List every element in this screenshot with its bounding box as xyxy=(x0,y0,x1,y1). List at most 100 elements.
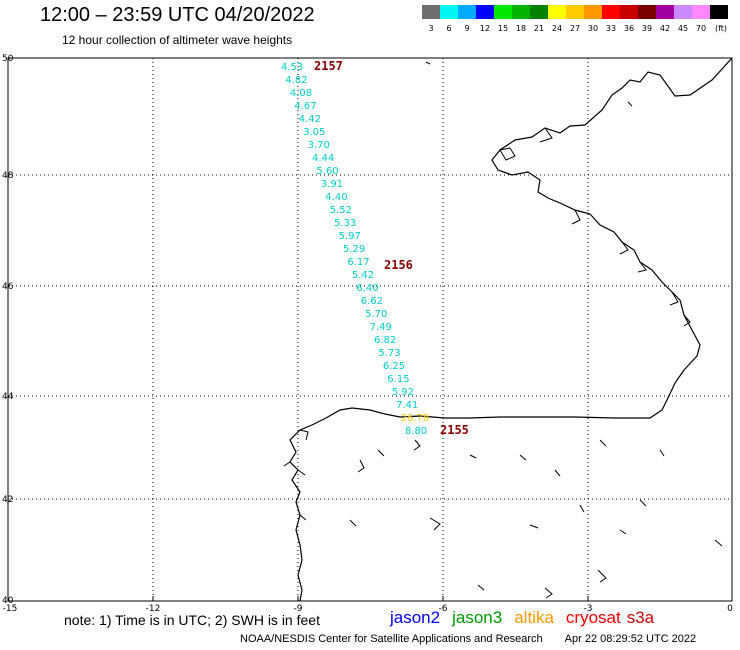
coast-details xyxy=(425,61,691,327)
wave-height-label: 7.41 xyxy=(396,400,418,411)
color-scale-label: 21 xyxy=(534,24,544,33)
mission-legend: jason2 jason3 altika cryosat s3a xyxy=(390,608,666,628)
mission-jason2: jason2 xyxy=(390,608,441,627)
page-subtitle: 12 hour collection of altimeter wave hei… xyxy=(62,33,293,47)
wave-height-label: 4.67 xyxy=(294,101,316,112)
color-scale-swatch xyxy=(494,5,512,19)
lat-label: 46 xyxy=(2,282,14,292)
color-scale-swatch xyxy=(692,5,710,19)
color-scale-swatch xyxy=(710,5,728,19)
wave-height-label: 5.92 xyxy=(392,387,414,398)
lon-label: -9 xyxy=(294,604,303,614)
footer: NOAA/NESDIS Center for Satellite Applica… xyxy=(240,633,718,645)
color-scale-swatch xyxy=(422,5,440,19)
wave-height-label: 5.70 xyxy=(365,309,387,320)
lat-label: 42 xyxy=(2,495,13,505)
lon-label: -6 xyxy=(439,604,448,614)
color-scale-swatch xyxy=(566,5,584,19)
wave-height-label: 6.40 xyxy=(356,283,378,294)
color-scale-legend: 3 6 9 12 15 18 21 24 27 30 33 36 39 42 45 70 (ft) xyxy=(422,5,728,33)
wave-height-label: 7.49 xyxy=(370,322,392,333)
lat-label: 48 xyxy=(2,171,14,181)
longitude-labels: -15 -12 -9 -6 -3 0 xyxy=(3,604,733,614)
color-scale-label: 33 xyxy=(606,24,616,33)
color-scale-swatch xyxy=(440,5,458,19)
color-scale-swatch xyxy=(674,5,692,19)
color-scale-label: 39 xyxy=(642,24,652,33)
time-labels: 2157 2156 2155 xyxy=(314,59,469,437)
footer-timestamp: Apr 22 08:29:52 UTC 2022 xyxy=(564,633,697,645)
wave-height-label: 5.33 xyxy=(334,218,356,229)
wave-height-label: 6.25 xyxy=(383,361,405,372)
inland-features xyxy=(349,439,723,599)
lat-label: 50 xyxy=(2,54,14,64)
wave-height-label: 6.62 xyxy=(361,296,383,307)
lon-label: -3 xyxy=(584,604,593,614)
mission-s3a: s3a xyxy=(626,608,655,627)
mission-cryosat: cryosat xyxy=(565,608,621,627)
wave-height-label: 4.42 xyxy=(299,114,321,125)
color-scale-label: 30 xyxy=(588,24,598,33)
color-scale-label: 12 xyxy=(480,24,490,33)
axis-ticks xyxy=(7,596,733,601)
lon-label: -12 xyxy=(146,604,161,614)
wave-height-label: 5.42 xyxy=(352,270,374,281)
color-scale-swatch xyxy=(584,5,602,19)
wave-height-label: 5.60 xyxy=(316,166,338,177)
lat-label: 40 xyxy=(2,596,14,606)
wave-height-label: 4.82 xyxy=(285,75,307,86)
wave-height-label: 5.73 xyxy=(378,348,400,359)
lat-label: 44 xyxy=(2,392,14,402)
lon-label: 0 xyxy=(727,604,733,614)
time-label: 2155 xyxy=(440,423,469,437)
wave-height-label: 6.17 xyxy=(347,257,369,268)
wave-height-track: 4.53 4.82 4.08 4.67 4.42 3.05 3.70 4.44 5.60 3.91… xyxy=(281,62,429,437)
color-scale-swatch xyxy=(530,5,548,19)
color-scale-label: 18 xyxy=(516,24,526,33)
footer-org: NOAA/NESDIS Center for Satellite Applica… xyxy=(240,633,543,645)
wave-height-label: 5.29 xyxy=(343,244,365,255)
color-scale-label: 45 xyxy=(678,24,688,33)
color-scale-label: 24 xyxy=(552,24,562,33)
color-scale-label: 15 xyxy=(498,24,508,33)
wave-height-label: 3.70 xyxy=(308,140,330,151)
spain-details xyxy=(283,429,309,521)
wave-height-label: 26.78 xyxy=(401,413,430,424)
wave-height-label: 5.52 xyxy=(330,205,352,216)
color-scale-label: 9 xyxy=(464,24,469,33)
wave-height-label: 3.05 xyxy=(303,127,325,138)
color-scale-label: 3 xyxy=(428,24,433,33)
wave-height-label: 3.91 xyxy=(321,179,343,190)
wave-height-label: 6.15 xyxy=(387,374,409,385)
wave-height-label: 4.44 xyxy=(312,153,334,164)
map-frame xyxy=(7,57,733,602)
color-scale-swatch xyxy=(656,5,674,19)
time-label: 2157 xyxy=(314,59,343,73)
wave-height-label: 5.97 xyxy=(339,231,361,242)
color-scale-label: 36 xyxy=(624,24,634,33)
latitude-labels: 50 48 46 44 42 40 xyxy=(2,54,14,606)
wave-height-label: 4.53 xyxy=(281,62,303,73)
color-scale-swatch xyxy=(476,5,494,19)
color-scale-swatch xyxy=(548,5,566,19)
page-title: 12:00 – 23:59 UTC 04/20/2022 xyxy=(40,4,315,26)
color-scale-label: 27 xyxy=(570,24,580,33)
color-scale-swatch xyxy=(458,5,476,19)
time-label: 2156 xyxy=(384,258,413,272)
lon-label: -15 xyxy=(3,604,18,614)
color-scale-label: 6 xyxy=(446,24,451,33)
wave-height-label: 4.08 xyxy=(290,88,312,99)
mission-jason3: jason3 xyxy=(452,608,503,627)
color-scale-label: (ft) xyxy=(715,24,727,33)
coastline-spain xyxy=(289,407,386,602)
wave-height-label: 8.80 xyxy=(405,426,427,437)
coastline-france xyxy=(384,57,733,419)
color-scale-label: 42 xyxy=(660,24,670,33)
color-scale-swatch xyxy=(638,5,656,19)
color-scale-swatch xyxy=(620,5,638,19)
color-scale-swatch xyxy=(512,5,530,19)
note-text: note: 1) Time is in UTC; 2) SWH is in fe… xyxy=(64,612,320,628)
wave-height-label: 6.82 xyxy=(374,335,396,346)
wave-height-label: 4.40 xyxy=(325,192,347,203)
